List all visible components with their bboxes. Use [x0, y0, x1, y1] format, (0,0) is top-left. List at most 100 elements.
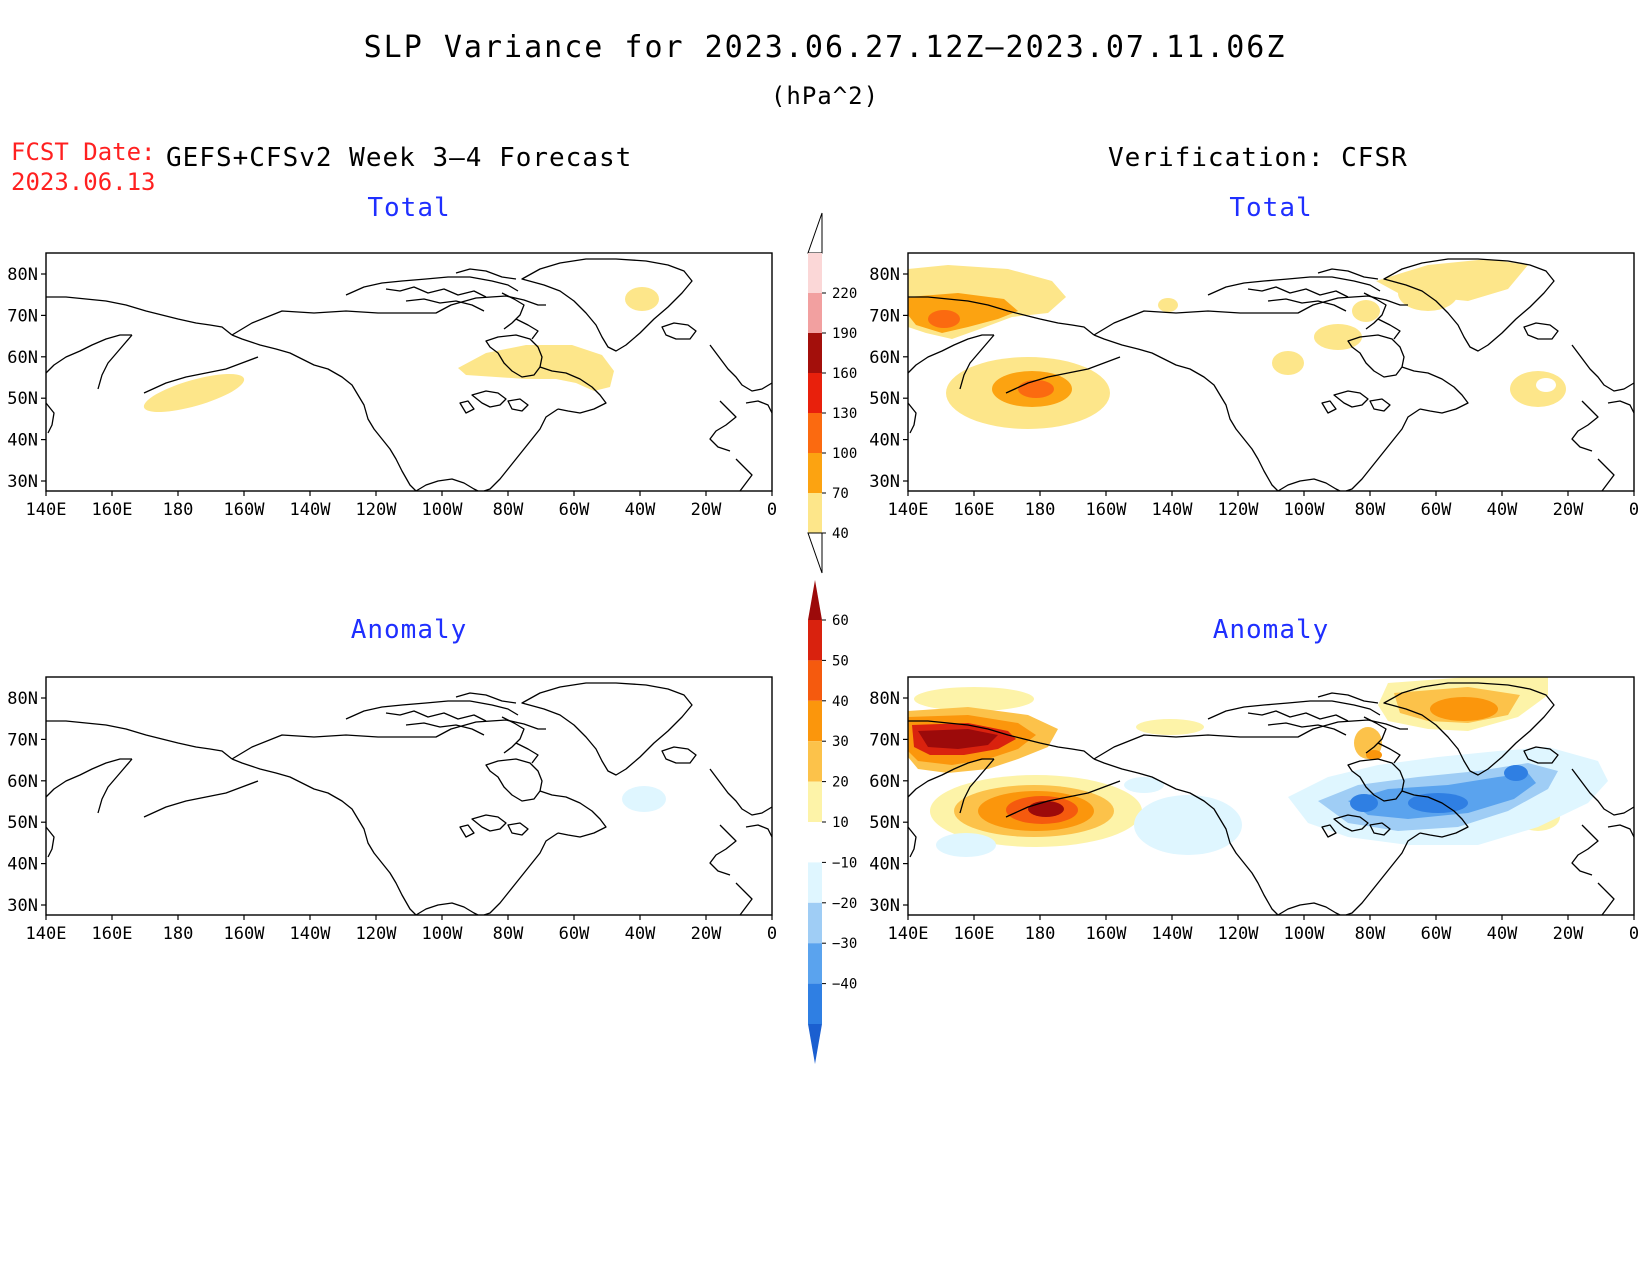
lon-label: 100W: [422, 500, 464, 520]
map-frame: [907, 676, 1635, 916]
colorbar-anomaly-label: 20: [832, 775, 849, 791]
colorbar-total-label: 130: [832, 406, 857, 422]
lon-label: 180: [1025, 500, 1056, 520]
lon-label: 140E: [26, 500, 67, 520]
lon-label: 20W: [1553, 924, 1584, 944]
map-frame: [45, 676, 773, 916]
colorbar-total-swatch: [808, 293, 822, 333]
lat-label: 30N: [869, 896, 900, 916]
map-frame: [45, 252, 773, 492]
colorbar-anomaly-bottom-end: [808, 1024, 822, 1064]
forecast-label: GEFS+CFSv2 Week 3–4 Forecast: [166, 143, 633, 173]
lon-label: 100W: [422, 924, 464, 944]
colorbar-anomaly-swatch: [808, 983, 822, 1024]
lon-label: 60W: [1421, 924, 1452, 944]
lon-label: 120W: [1218, 924, 1260, 944]
lon-label: 100W: [1284, 500, 1326, 520]
lon-label: 160W: [224, 924, 266, 944]
lon-label: 20W: [1553, 500, 1584, 520]
colorbar-anomaly-label: −10: [832, 855, 857, 871]
lon-label: 20W: [691, 500, 722, 520]
colorbar-anomaly-label: 40: [832, 694, 849, 710]
lon-label: 140W: [1152, 500, 1194, 520]
colorbar-total-swatch: [808, 453, 822, 493]
colorbar-anomaly-swatch: [808, 902, 822, 944]
lat-label: 40N: [869, 431, 900, 451]
colorbar-anomaly-swatch: [808, 700, 822, 742]
lon-label: 140W: [290, 500, 332, 520]
lat-label: 40N: [7, 855, 38, 875]
colorbar-total-swatch: [808, 373, 822, 413]
colorbar-total-label: 190: [832, 326, 857, 342]
map-forecast-anomaly: [45, 676, 773, 916]
lon-label: 40W: [1487, 924, 1518, 944]
lon-label: 120W: [1218, 500, 1260, 520]
colorbar-total-swatch: [808, 333, 822, 373]
lat-label: 40N: [7, 431, 38, 451]
colorbar-anomaly-top-end: [808, 580, 822, 620]
lat-label: 80N: [869, 265, 900, 285]
lon-label: 160W: [1086, 924, 1128, 944]
lon-label: 140W: [1152, 924, 1194, 944]
colorbar-total-label: 70: [832, 486, 849, 502]
page-title: SLP Variance for 2023.06.27.12Z–2023.07.…: [363, 30, 1287, 65]
colorbar-anomaly-label: −20: [832, 896, 857, 912]
lat-label: 70N: [7, 730, 38, 750]
lon-label: 160W: [1086, 500, 1128, 520]
lon-label: 60W: [559, 924, 590, 944]
units-label: (hPa^2): [770, 82, 880, 110]
lon-label: 180: [1025, 924, 1056, 944]
lat-label: 80N: [7, 689, 38, 709]
colorbar-anomaly-swatch: [808, 660, 822, 701]
lat-label: 60N: [869, 772, 900, 792]
colorbar-total-label: 40: [832, 526, 849, 542]
panel-title-forecast-anomaly: Anomaly: [350, 615, 468, 645]
lon-label: 100W: [1284, 924, 1326, 944]
shading-verification-anomaly: [908, 677, 1608, 857]
map-frame: [907, 252, 1635, 492]
colorbar-total-swatch: [808, 493, 822, 533]
fcst-date-value: 2023.06.13: [11, 168, 156, 196]
lat-label: 60N: [7, 772, 38, 792]
lat-label: 30N: [7, 896, 38, 916]
colorbar-total-swatch: [808, 253, 822, 293]
colorbar-total: 40 70 100 130 160 190 220: [807, 212, 857, 574]
lat-label: 50N: [7, 813, 38, 833]
map-forecast-total: [45, 252, 773, 492]
colorbar-total-bottom-end: [807, 532, 823, 574]
colorbar-total-top-end: [807, 212, 823, 254]
lat-label: 50N: [869, 813, 900, 833]
lon-label: 0: [1629, 500, 1639, 520]
lon-label: 60W: [559, 500, 590, 520]
colorbar-anomaly-label: 30: [832, 734, 849, 750]
lon-label: 40W: [625, 924, 656, 944]
lat-label: 80N: [869, 689, 900, 709]
colorbar-anomaly-label: 10: [832, 815, 849, 831]
colorbar-anomaly-swatch: [808, 741, 822, 782]
lon-label: 40W: [625, 500, 656, 520]
colorbar-anomaly-label: 60: [832, 613, 849, 629]
lon-label: 0: [767, 924, 777, 944]
lat-label: 30N: [869, 472, 900, 492]
fcst-date-label: FCST Date:: [11, 138, 156, 166]
map-verification-total: [907, 252, 1635, 492]
lon-label: 180: [163, 500, 194, 520]
colorbar-anomaly-swatch: [808, 620, 822, 661]
lat-label: 60N: [7, 348, 38, 368]
lon-label: 160E: [92, 924, 133, 944]
panel-title-forecast-total: Total: [367, 193, 451, 223]
lon-label: 160E: [92, 500, 133, 520]
colorbar-anomaly-swatch: [808, 781, 822, 822]
colorbar-total-label: 160: [832, 366, 857, 382]
shading-forecast-total: [143, 287, 659, 413]
lon-label: 80W: [493, 924, 524, 944]
lon-label: 160W: [224, 500, 266, 520]
lon-label: 80W: [1355, 500, 1386, 520]
lon-label: 160E: [954, 924, 995, 944]
lat-label: 80N: [7, 265, 38, 285]
lat-label: 50N: [7, 389, 38, 409]
lat-label: 40N: [869, 855, 900, 875]
lon-label: 40W: [1487, 500, 1518, 520]
lon-label: 140E: [888, 924, 929, 944]
